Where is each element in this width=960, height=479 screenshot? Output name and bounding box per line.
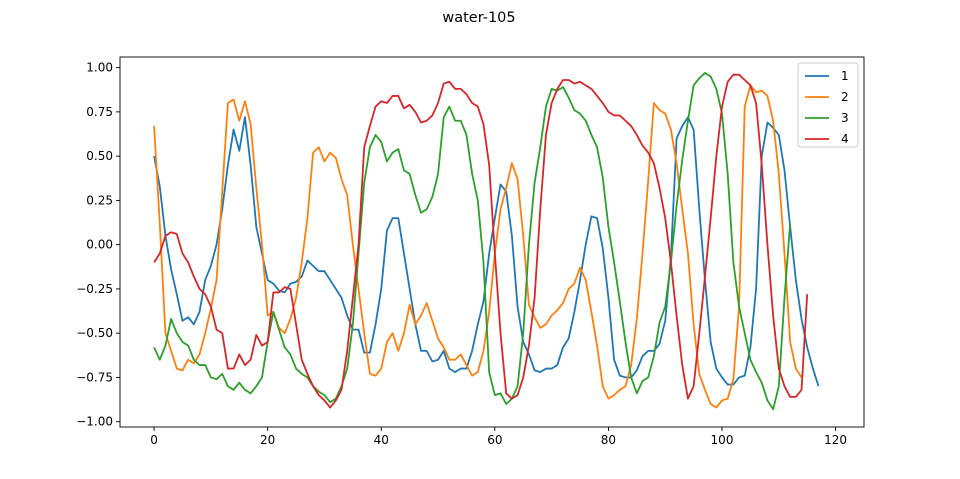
x-tick-label: 0 [150, 433, 158, 447]
series-line-1 [153, 116, 820, 387]
legend-label-1: 1 [841, 69, 849, 83]
x-tick-label: 120 [824, 433, 847, 447]
x-tick-label: 60 [487, 433, 502, 447]
y-tick-label: 0.75 [86, 105, 113, 119]
legend-label-3: 3 [841, 111, 849, 125]
y-tick-label: −1.00 [76, 415, 113, 429]
y-tick-label: −0.50 [76, 326, 113, 340]
chart-title: water-105 [442, 10, 515, 26]
y-tick-label: 0.25 [86, 193, 113, 207]
legend-box [797, 62, 859, 148]
y-tick-label: 0.50 [86, 149, 113, 163]
x-tick-label: 20 [260, 433, 275, 447]
x-tick-label: 80 [601, 433, 616, 447]
y-tick-label: 1.00 [86, 61, 113, 75]
y-tick-label: −0.25 [76, 282, 113, 296]
series-lines [153, 72, 820, 411]
series-line-4 [153, 73, 809, 409]
series-line-3 [153, 72, 792, 411]
y-tick-label: 0.00 [86, 238, 113, 252]
legend-label-2: 2 [841, 90, 849, 104]
y-tick-label: −0.75 [76, 370, 113, 384]
plot-area [120, 57, 864, 427]
x-tick-label: 100 [711, 433, 734, 447]
plot-background [120, 57, 864, 427]
legend-label-4: 4 [841, 132, 849, 146]
x-tick-label: 40 [374, 433, 389, 447]
axes: 0 20 40 60 80 100 120 −1.00 −0.75 −0.50 −0.25 0.00 0… [76, 56, 865, 447]
axes-frame [119, 56, 865, 428]
legend: 1 2 3 4 [797, 62, 859, 148]
series-line-2 [153, 84, 803, 409]
